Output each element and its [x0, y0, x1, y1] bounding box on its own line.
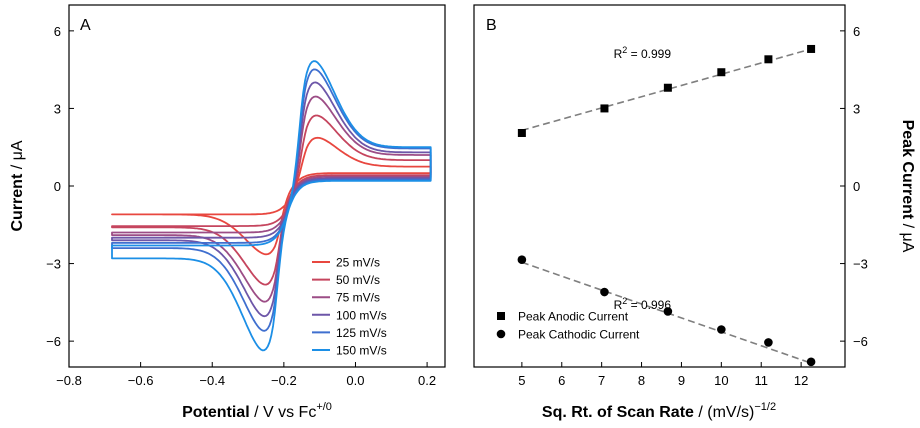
- panel-b-x-axis-label: Sq. Rt. of Scan Rate / (mV/s)−1/2: [542, 401, 776, 421]
- panel-a-y-tick-label: −3: [46, 257, 61, 272]
- cathodic-point: [663, 307, 673, 316]
- panel-a-legend: 25 mV/s 50 mV/s 75 mV/s 100 mV/s 125 mV/s 150…: [312, 256, 387, 358]
- cathodic-point: [517, 255, 527, 264]
- panel-b-y-tick-label: −3: [853, 257, 868, 272]
- legend-label: Peak Anodic Current: [518, 310, 629, 324]
- legend-label: 100 mV/s: [336, 308, 387, 322]
- panel-a-traces: [111, 60, 432, 352]
- panel-b-x-tick-label: 11: [754, 373, 768, 388]
- panel-b-x-tick-label: 12: [794, 373, 808, 388]
- panel-a-x-tick-label: 0.2: [418, 373, 436, 388]
- panel-a-x-tick-label: −0.6: [128, 373, 154, 388]
- panel-a-x-axis-label: Potential / V vs Fc+/0: [182, 401, 332, 421]
- panel-b-y-tick-label: 0: [853, 179, 860, 194]
- panel-b-x-tick-label: 7: [598, 373, 605, 388]
- panel-b-r2: R2 = 0.999 R2 = 0.996: [614, 45, 672, 312]
- panel-b-y-tick-label: 6: [853, 24, 860, 39]
- cathodic-point: [600, 287, 609, 297]
- panel-a-x-tick-label: 0.0: [346, 373, 364, 388]
- panel-b-x-tick-label: 6: [558, 373, 565, 388]
- panel-a-label: A: [80, 17, 91, 34]
- panel-a-ticks: −0.8 −0.6 −0.4 −0.2 0.0 0.2 −6 −3 0 3 6: [46, 24, 436, 388]
- panel-b-ticks: 5 6 7 8 9 10 11 12 −6 −3 0 3 6: [518, 24, 868, 388]
- panel-b-y-tick-label: 3: [853, 101, 860, 116]
- legend-label: 125 mV/s: [336, 326, 387, 340]
- legend-label: 50 mV/s: [336, 273, 380, 287]
- anodic-point: [600, 104, 609, 113]
- r-squared-label: R2 = 0.996: [614, 296, 672, 312]
- cv-trace-125-mv-s: [111, 68, 432, 332]
- panel-a-x-tick-label: −0.4: [199, 373, 225, 388]
- legend-marker-circle: [496, 329, 506, 339]
- panel-b-y-tick-label: −6: [853, 334, 868, 349]
- panel-a-y-tick-label: 0: [54, 179, 61, 194]
- panel-b-y-axis-label: Peak Current / μA: [899, 120, 916, 253]
- anodic-point: [663, 83, 672, 92]
- panel-a-y-tick-label: 3: [54, 101, 61, 116]
- anodic-point: [717, 68, 726, 77]
- anodic-point: [517, 128, 526, 137]
- panel-a-x-tick-label: −0.2: [271, 373, 297, 388]
- r-squared-label: R2 = 0.999: [614, 45, 672, 61]
- panel-a-y-tick-label: 6: [54, 24, 61, 39]
- fit-line: [521, 48, 812, 132]
- panel-a-x-tick-label: −0.8: [56, 373, 82, 388]
- cathodic-point: [806, 357, 816, 367]
- panel-a: −0.8 −0.6 −0.4 −0.2 0.0 0.2 −6 −3 0 3 6 25 mV/s 50 …: [9, 4, 446, 421]
- panel-b-legend: Peak Anodic Current Peak Cathodic Current: [496, 310, 640, 342]
- cathodic-point: [764, 338, 773, 347]
- panel-b-points: [517, 44, 816, 367]
- fit-line: [521, 261, 812, 364]
- panel-b-x-tick-label: 5: [518, 373, 525, 388]
- panel-b-x-tick-label: 10: [714, 373, 728, 388]
- panel-a-frame: [68, 4, 446, 368]
- legend-label: Peak Cathodic Current: [518, 328, 640, 342]
- legend-label: 25 mV/s: [336, 256, 380, 270]
- panel-b-x-tick-label: 9: [678, 373, 685, 388]
- cathodic-point: [717, 325, 726, 334]
- panel-a-y-tick-label: −6: [46, 334, 61, 349]
- anodic-point: [807, 44, 816, 53]
- panel-b-x-tick-label: 8: [638, 373, 645, 388]
- panel-b-label: B: [486, 17, 497, 34]
- legend-label: 75 mV/s: [336, 291, 380, 305]
- panel-a-y-axis-label: Current / μA: [9, 140, 26, 231]
- cv-trace-75-mv-s: [111, 95, 432, 303]
- cv-trace-150-mv-s: [111, 60, 432, 352]
- anodic-point: [764, 55, 773, 64]
- panel-b-fits: [521, 48, 812, 364]
- legend-marker-square: [497, 312, 505, 320]
- legend-label: 150 mV/s: [336, 344, 387, 358]
